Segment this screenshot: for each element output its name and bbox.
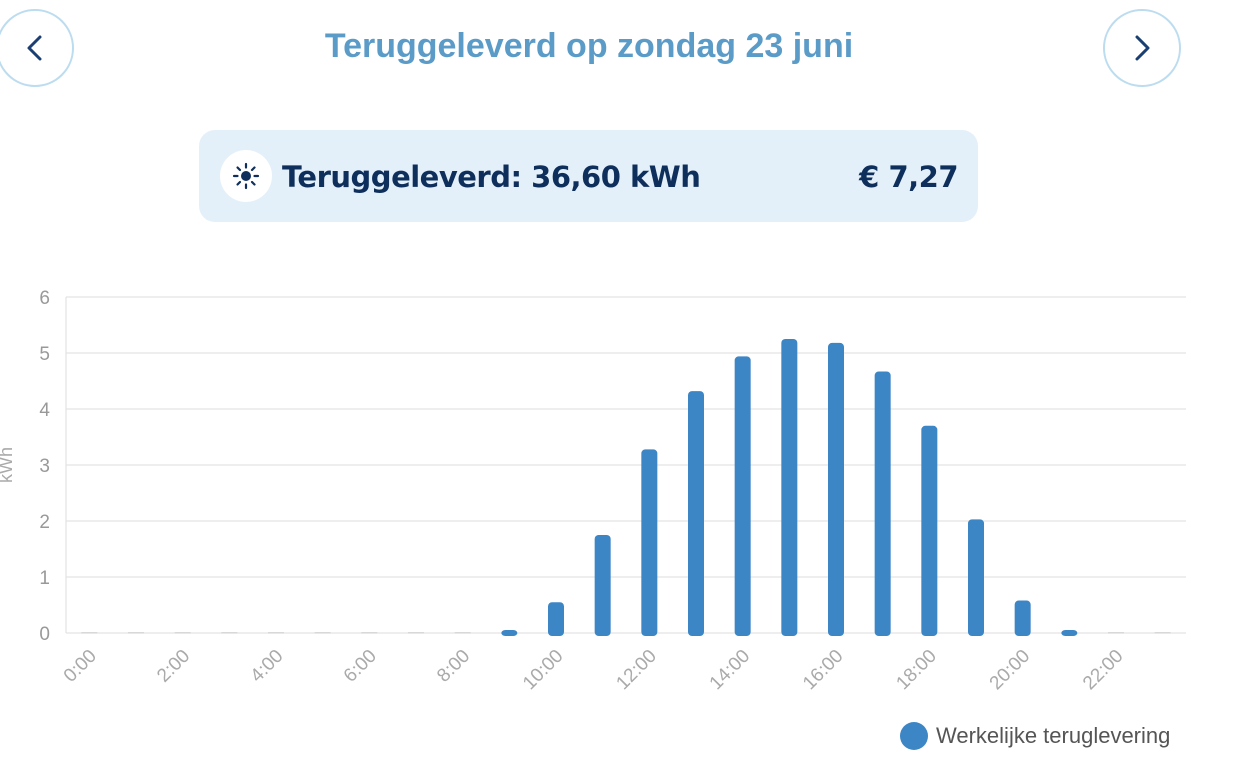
x-tick-label: 4:00 (247, 646, 288, 687)
bar-zero-marker (81, 632, 98, 634)
bar[interactable] (594, 535, 611, 636)
next-day-button[interactable] (1103, 9, 1181, 87)
y-tick-label: 5 (39, 344, 50, 365)
y-tick-label: 0 (39, 624, 50, 645)
summary-label: Teruggeleverd: 36,60 kWh (282, 160, 701, 194)
bar[interactable] (1061, 630, 1078, 636)
bar-zero-marker (1108, 632, 1124, 634)
x-tick-label: 22:00 (1079, 646, 1127, 694)
bar[interactable] (688, 391, 704, 636)
x-tick-label: 20:00 (986, 646, 1034, 694)
x-tick-label: 18:00 (892, 646, 940, 694)
y-axis-label: kWh (0, 447, 16, 483)
grid-lines (65, 296, 1186, 634)
bar[interactable] (501, 630, 518, 636)
bar[interactable] (828, 342, 844, 636)
bar-chart: 0 1 2 3 4 5 6 kWh 0:00 2:00 4:00 6:00 8:00 10:00 12:… (0, 288, 1186, 694)
summary-card: Teruggeleverd: 36,60 kWh € 7,27 (199, 130, 978, 222)
y-tick-label: 3 (39, 456, 50, 477)
sun-badge (220, 150, 272, 202)
legend-swatch (900, 722, 928, 750)
y-axis-ticks: 0 1 2 3 4 5 6 (39, 288, 50, 645)
x-tick-label: 14:00 (706, 646, 754, 694)
bar-zero-marker (314, 632, 331, 634)
bar[interactable] (548, 602, 564, 636)
previous-day-button[interactable] (0, 9, 74, 87)
bar[interactable] (641, 449, 658, 636)
bars (81, 339, 1171, 636)
y-tick-label: 1 (39, 568, 50, 589)
x-tick-label: 8:00 (433, 646, 474, 687)
bar[interactable] (968, 519, 984, 636)
summary-amount: € 7,27 (859, 160, 958, 194)
page-title: Teruggeleverd op zondag 23 juni (324, 27, 854, 65)
bar[interactable] (874, 371, 891, 636)
bar-zero-marker (408, 632, 424, 634)
chevron-left-icon (27, 35, 42, 61)
bar[interactable] (734, 356, 751, 636)
bar-zero-marker (174, 632, 191, 634)
y-tick-label: 6 (39, 288, 50, 309)
bar-zero-marker (268, 632, 284, 634)
chart-legend[interactable]: Werkelijke teruglevering (900, 722, 1170, 750)
y-tick-label: 4 (39, 400, 50, 421)
x-tick-label: 0:00 (60, 646, 101, 687)
x-tick-label: 12:00 (612, 646, 660, 694)
bar-zero-marker (221, 632, 238, 634)
bar-zero-marker (361, 632, 378, 634)
sun-icon (232, 162, 260, 190)
x-tick-label: 6:00 (340, 646, 381, 687)
bar-zero-marker (128, 632, 144, 634)
x-tick-label: 10:00 (519, 646, 567, 694)
x-axis-ticks: 0:00 2:00 4:00 6:00 8:00 10:00 12:00 14:00 16:00… (60, 646, 1128, 694)
x-tick-label: 16:00 (799, 646, 847, 694)
bar[interactable] (921, 425, 938, 636)
bar-zero-marker (454, 632, 471, 634)
x-tick-label: 2:00 (153, 646, 194, 687)
bar[interactable] (1014, 600, 1031, 636)
y-tick-label: 2 (39, 512, 50, 533)
legend-label: Werkelijke teruglevering (936, 723, 1171, 748)
chevron-right-icon (1135, 35, 1150, 61)
bar-zero-marker (1154, 632, 1171, 634)
bar[interactable] (781, 339, 798, 636)
